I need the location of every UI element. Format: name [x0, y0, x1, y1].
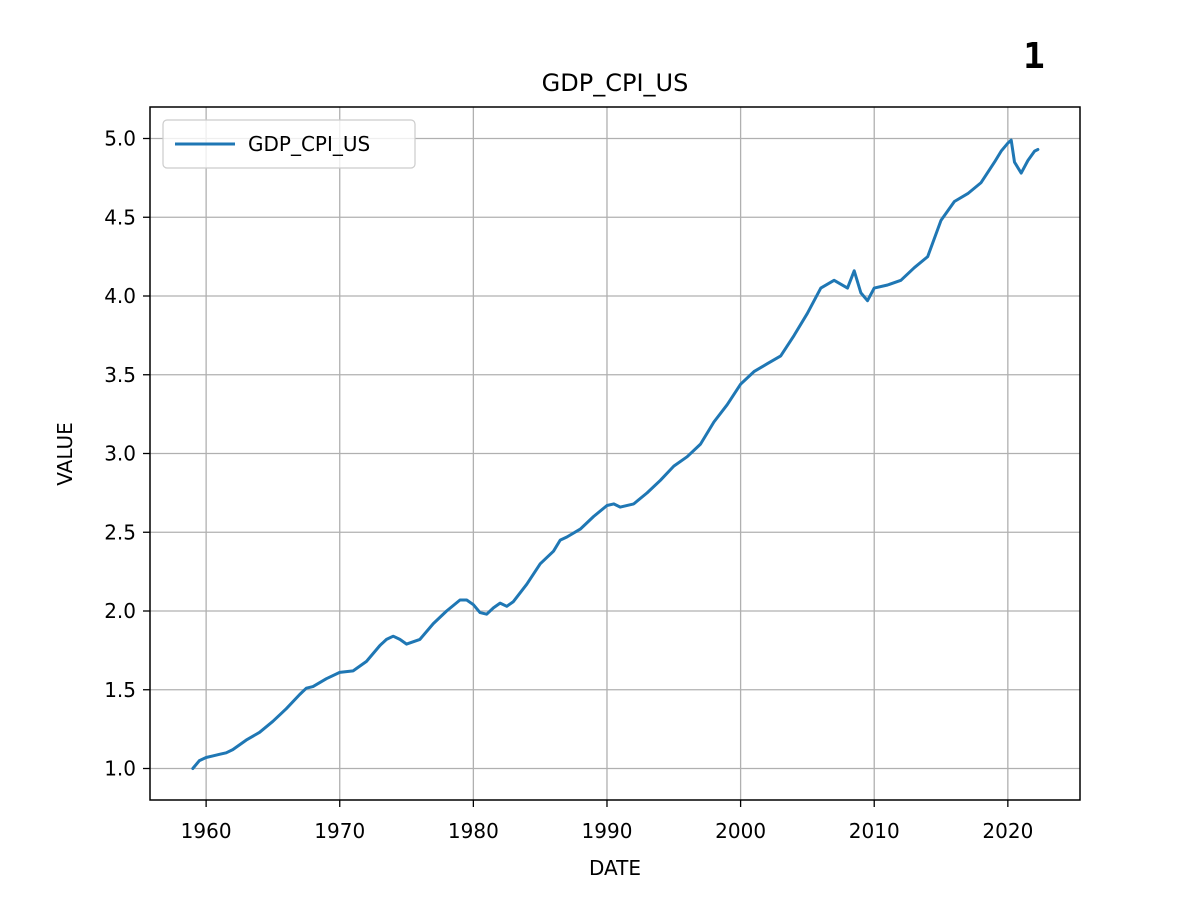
y-tick-label: 3.0 [104, 442, 136, 466]
x-tick-label: 1970 [314, 819, 365, 843]
series-line [191, 138, 1040, 770]
y-tick-label: 2.0 [104, 599, 136, 623]
x-tick-label: 2010 [849, 819, 900, 843]
y-tick-label: 1.0 [104, 757, 136, 781]
legend: GDP_CPI_US [162, 119, 416, 169]
axis-ticks: 1960 1970 1980 1990 2000 2010 2020 1.0 1.5 2.0 2.5… [104, 127, 1033, 844]
x-tick-label: 1960 [181, 819, 232, 843]
x-tick-label: 2000 [715, 819, 766, 843]
y-tick-label: 3.5 [104, 363, 136, 387]
series-lines [191, 138, 1040, 770]
y-tick-label: 4.5 [104, 205, 136, 229]
legend-label: GDP_CPI_US [248, 132, 370, 156]
page-number: 1 [1023, 36, 1045, 77]
x-tick-label: 1980 [448, 819, 499, 843]
y-tick-label: 2.5 [104, 520, 136, 544]
x-axis-title: DATE [589, 856, 641, 880]
y-tick-label: 5.0 [104, 127, 136, 151]
y-tick-label: 4.0 [104, 284, 136, 308]
chart-title: GDP_CPI_US [542, 69, 689, 97]
y-tick-label: 1.5 [104, 678, 136, 702]
x-tick-label: 1990 [582, 819, 633, 843]
grid [150, 107, 1080, 800]
y-axis-title: VALUE [53, 422, 77, 486]
legend-box [162, 119, 416, 169]
x-tick-label: 2020 [982, 819, 1033, 843]
